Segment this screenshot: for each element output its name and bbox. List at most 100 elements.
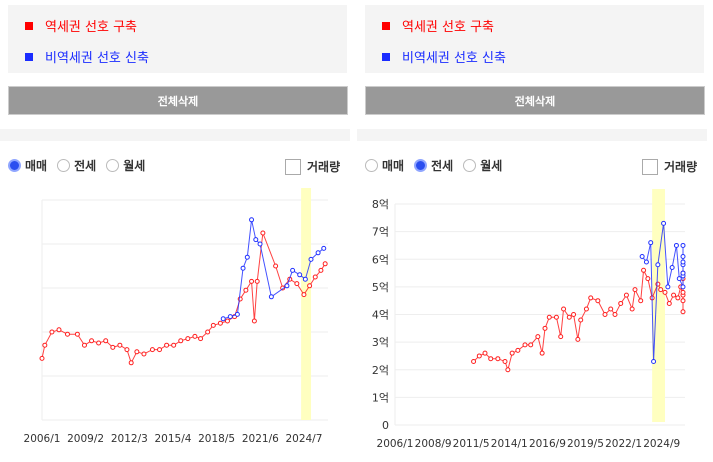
x-tick-label: 2016/9 — [529, 438, 566, 450]
data-point — [471, 358, 477, 364]
data-point — [680, 289, 686, 295]
radio-jeonse[interactable]: 전세 — [414, 157, 453, 174]
data-point — [294, 281, 300, 287]
data-point — [676, 276, 682, 282]
radio-sale[interactable]: 매매 — [8, 157, 47, 174]
data-point — [251, 318, 257, 324]
data-point — [629, 306, 635, 312]
data-point — [561, 306, 567, 312]
delete-all-button[interactable]: 전체삭제 — [8, 86, 348, 115]
data-point — [680, 270, 686, 276]
legend-item[interactable]: 역세권 선호 구축 — [25, 16, 137, 35]
data-point — [558, 334, 564, 340]
data-point — [205, 329, 211, 335]
radio-sale[interactable]: 매매 — [365, 157, 404, 174]
x-tick-label: 2018/5 — [198, 433, 235, 445]
data-point — [575, 336, 581, 342]
data-point — [315, 250, 321, 256]
delete-all-button[interactable]: 전체삭제 — [365, 86, 705, 115]
data-point — [655, 262, 661, 268]
x-tick-label: 2006/1 — [377, 438, 414, 450]
data-point — [588, 295, 594, 301]
data-point — [612, 312, 618, 317]
legend-box: 역세권 선호 구축 비역세권 선호 신축 — [365, 5, 704, 73]
data-point — [578, 317, 584, 323]
data-point — [157, 347, 163, 353]
red-square-icon — [25, 21, 33, 30]
data-point — [669, 265, 675, 271]
checkbox-icon[interactable] — [642, 158, 658, 175]
data-point — [240, 265, 246, 271]
radio-label: 월세 — [123, 159, 146, 173]
data-point — [42, 342, 48, 348]
data-point — [539, 350, 545, 356]
x-tick-label: 2019/5 — [567, 438, 604, 450]
data-point — [297, 272, 303, 278]
data-point — [171, 342, 177, 348]
x-tick-label: 2024/9 — [643, 438, 680, 450]
data-point — [662, 289, 668, 295]
radio-icon[interactable] — [414, 159, 428, 172]
data-point — [198, 336, 204, 342]
radio-icon[interactable] — [463, 159, 477, 172]
legend-label: 역세권 선호 구축 — [45, 20, 137, 35]
data-point — [249, 278, 255, 284]
x-tick-label: 2022/1 — [605, 438, 642, 450]
data-point — [583, 306, 589, 312]
data-point — [322, 261, 328, 267]
data-point — [666, 300, 672, 306]
trade-type-radios: 매매 전세 월세 — [8, 157, 155, 174]
data-point — [178, 338, 184, 344]
radio-monthly[interactable]: 월세 — [106, 157, 145, 174]
data-point — [618, 300, 624, 306]
radio-label: 전세 — [431, 159, 454, 173]
radio-icon[interactable] — [106, 159, 120, 172]
data-point — [680, 253, 686, 259]
legend-item[interactable]: 비역세권 선호 신축 — [382, 47, 506, 66]
data-point — [505, 367, 511, 373]
volume-label: 거래량 — [307, 160, 341, 174]
data-point — [571, 312, 577, 317]
x-tick-label: 2009/2 — [67, 433, 104, 445]
legend-item[interactable]: 역세권 선호 구축 — [382, 16, 494, 35]
data-point — [89, 338, 95, 344]
data-point — [39, 355, 45, 361]
data-point — [608, 306, 614, 312]
x-tick-label: 2014/1 — [491, 438, 528, 450]
radio-icon[interactable] — [365, 159, 378, 172]
legend-label: 역세권 선호 구축 — [402, 20, 494, 35]
data-point — [164, 342, 170, 348]
volume-checkbox[interactable]: 거래량 — [642, 158, 697, 175]
radio-icon[interactable] — [57, 159, 71, 172]
data-point — [632, 287, 638, 293]
y-tick-label: 0 — [382, 419, 389, 432]
data-point — [542, 325, 548, 331]
volume-checkbox[interactable]: 거래량 — [285, 158, 340, 175]
blue-square-icon — [25, 52, 33, 61]
data-point — [495, 356, 501, 362]
radio-icon[interactable] — [8, 159, 21, 172]
data-point — [253, 237, 259, 243]
checkbox-icon[interactable] — [285, 158, 301, 175]
data-point — [284, 283, 290, 289]
data-point — [227, 314, 233, 320]
right-panel: 역세권 선호 구축 비역세권 선호 신축 전체삭제 매매 전세 월세 거래량 0… — [357, 0, 707, 462]
data-point — [553, 314, 559, 320]
data-point — [308, 256, 314, 262]
data-point — [515, 347, 521, 353]
data-point — [257, 241, 263, 247]
data-point — [74, 331, 80, 337]
radio-label: 매매 — [382, 159, 405, 173]
data-point — [249, 217, 255, 223]
data-point — [103, 338, 109, 344]
data-point — [661, 220, 667, 226]
radio-monthly[interactable]: 월세 — [463, 157, 502, 174]
data-point — [602, 312, 608, 317]
legend-item[interactable]: 비역세권 선호 신축 — [25, 47, 149, 66]
radio-jeonse[interactable]: 전세 — [57, 157, 96, 174]
data-point — [134, 349, 140, 355]
data-point — [522, 342, 528, 348]
price-chart: 2006/1 2009/2 2012/3 2015/4 2018/5 2021/6 2024… — [24, 188, 328, 445]
data-point — [665, 284, 671, 290]
x-tick-label: 2008/9 — [415, 438, 452, 450]
